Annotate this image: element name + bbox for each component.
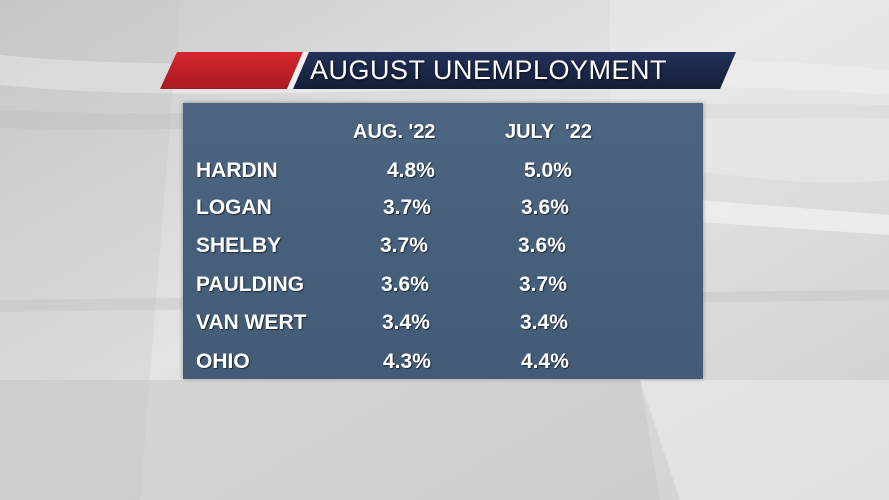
banner-red-segment	[160, 52, 303, 89]
value-paulding-aug: 3.6%	[381, 273, 429, 296]
banner-white-stripe	[287, 52, 309, 89]
banner-navy-segment	[293, 52, 736, 89]
data-table-panel: AUG. '22 JULY '22 HARDIN 4.8% 5.0% LOGAN…	[183, 103, 703, 379]
value-ohio-july: 4.4%	[521, 350, 569, 373]
row-label-van-wert: VAN WERT	[196, 311, 307, 334]
value-paulding-july: 3.7%	[519, 273, 567, 296]
value-logan-aug: 3.7%	[383, 196, 431, 219]
row-label-logan: LOGAN	[196, 196, 272, 219]
value-van-wert-aug: 3.4%	[382, 311, 430, 334]
row-label-ohio: OHIO	[196, 350, 250, 373]
row-label-shelby: SHELBY	[196, 234, 282, 257]
value-logan-july: 3.6%	[521, 196, 569, 219]
row-label-hardin: HARDIN	[196, 159, 278, 182]
row-label-paulding: PAULDING	[196, 273, 305, 296]
value-shelby-aug: 3.7%	[380, 234, 428, 257]
column-header-aug: AUG. '22	[353, 121, 436, 143]
page-title: AUGUST UNEMPLOYMENT	[310, 55, 668, 85]
value-hardin-aug: 4.8%	[387, 159, 435, 182]
value-hardin-july: 5.0%	[524, 159, 572, 182]
value-ohio-aug: 4.3%	[383, 350, 431, 373]
value-van-wert-july: 3.4%	[520, 311, 568, 334]
value-shelby-july: 3.6%	[518, 234, 566, 257]
column-header-july: JULY '22	[505, 121, 593, 143]
